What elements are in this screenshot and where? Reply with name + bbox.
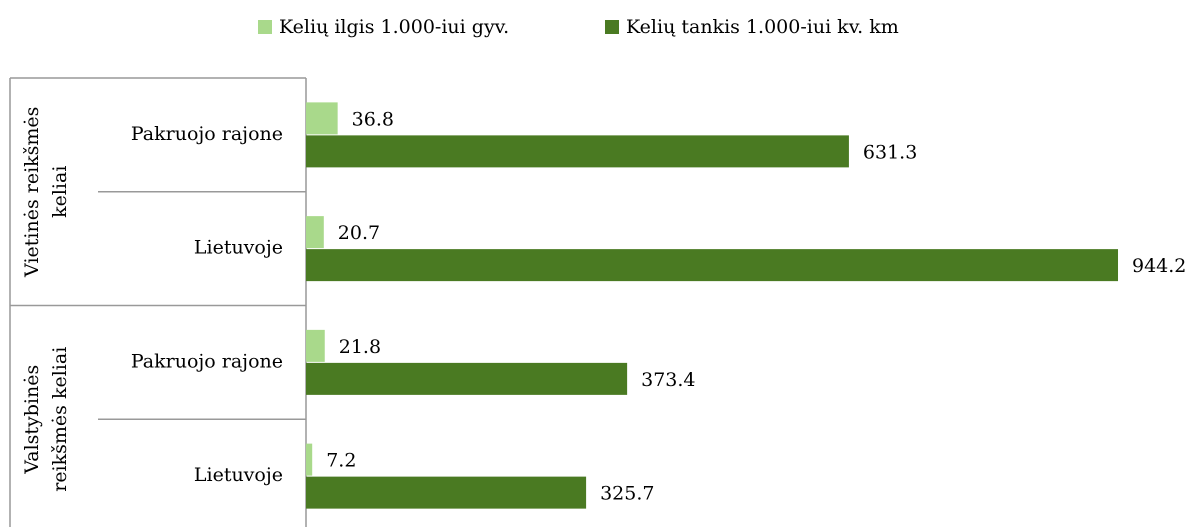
data-label: 631.3 bbox=[863, 141, 917, 163]
bar bbox=[306, 102, 338, 135]
group-label: Valstybinės bbox=[21, 365, 43, 475]
group-label: Vietinės reikšmės bbox=[21, 107, 43, 278]
bar bbox=[306, 216, 324, 249]
bar bbox=[306, 362, 628, 395]
legend-label: Kelių ilgis 1.000-iui gyv. bbox=[279, 16, 509, 38]
group-label: reikšmės keliai bbox=[49, 347, 71, 492]
bar bbox=[306, 476, 587, 509]
data-label: 36.8 bbox=[352, 108, 394, 130]
category-label: Pakruojo rajone bbox=[131, 123, 283, 145]
data-label: 373.4 bbox=[641, 369, 695, 391]
category-label: Lietuvoje bbox=[194, 464, 283, 486]
data-label: 325.7 bbox=[600, 483, 654, 505]
legend-swatch bbox=[605, 20, 619, 34]
bar bbox=[306, 249, 1119, 282]
bar bbox=[306, 329, 325, 362]
bar bbox=[306, 135, 849, 168]
category-label: Lietuvoje bbox=[194, 237, 283, 259]
data-label: 20.7 bbox=[338, 222, 380, 244]
bar bbox=[306, 443, 313, 476]
data-label: 7.2 bbox=[326, 450, 356, 472]
legend-swatch bbox=[258, 20, 272, 34]
data-label: 944.2 bbox=[1132, 255, 1186, 277]
legend-label: Kelių tankis 1.000-iui kv. km bbox=[626, 16, 899, 38]
group-label: keliai bbox=[49, 166, 71, 218]
data-label: 21.8 bbox=[339, 336, 381, 358]
category-label: Pakruojo rajone bbox=[131, 350, 283, 372]
